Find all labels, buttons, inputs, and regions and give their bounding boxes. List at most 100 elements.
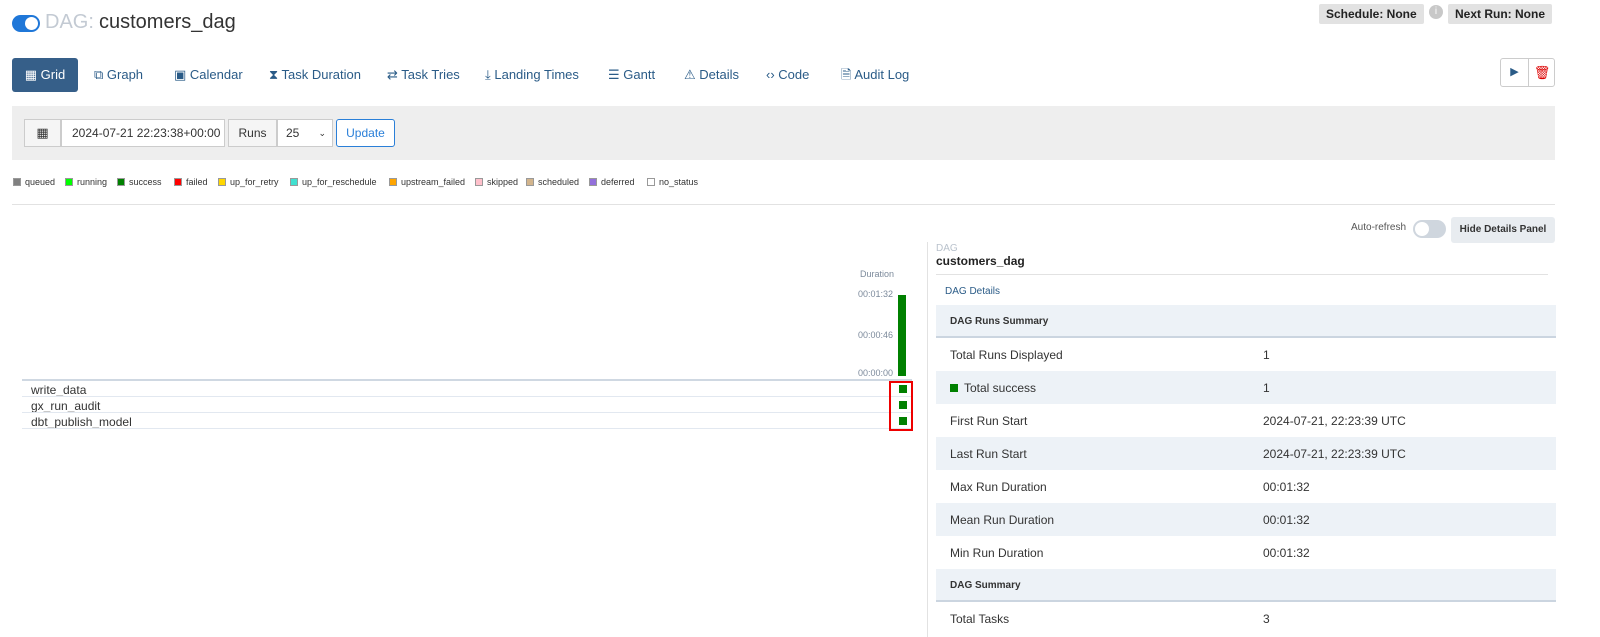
detail-row: Total success 1 [936,371,1556,404]
row-label: Max Run Duration [950,480,1047,494]
task-name[interactable]: dbt_publish_model [31,415,132,429]
tab-label: Task Tries [401,67,460,82]
legend-swatch [589,178,597,186]
auto-refresh-label: Auto-refresh [1351,222,1407,233]
row-value: 2024-07-21, 22:23:39 UTC [1263,447,1406,461]
legend-item: scheduled [526,177,579,187]
tab-icon: ⚠ [684,67,700,82]
grid-line [22,379,912,381]
tab[interactable]: ⚠ Details [684,58,739,92]
row-label: Mean Run Duration [950,513,1055,527]
details-tab[interactable]: DAG Details [945,286,1001,297]
task-name[interactable]: gx_run_audit [31,399,101,413]
highlight-box [889,381,913,431]
legend-item: deferred [589,177,635,187]
tab[interactable]: ▣ Calendar [174,58,243,92]
tab[interactable]: ⧉ Graph [94,58,143,92]
tab-label: Graph [106,67,144,82]
detail-row: Total Tasks 3 [936,602,1556,635]
row-value: 00:01:32 [1263,480,1310,494]
dag-label: DAG: [45,11,94,33]
legend-swatch [647,178,655,186]
detail-row: Total Runs Displayed 1 [936,338,1556,371]
tab-label: Calendar [189,67,243,82]
tab-icon: ⧉ [94,67,107,82]
legend-swatch [174,178,182,186]
tab-label: Task Duration [281,67,361,82]
trigger-button[interactable]: ▶ [1501,59,1529,86]
filter-panel: ▦ 2024-07-21 22:23:38+00:00 Runs 25 ⌄ Upd… [12,106,1555,160]
row-label: First Run Start [950,414,1028,428]
legend-swatch [65,178,73,186]
legend-item: up_for_reschedule [290,177,377,187]
panel-divider [927,242,928,637]
tab-icon: ▦ [24,67,41,82]
tab[interactable]: ⇄ Task Tries [387,58,460,92]
tab-icon: ☰ [608,67,624,82]
legend-label: skipped [487,177,519,187]
legend-swatch [13,178,21,186]
tab-icon: ⧗ [269,67,282,82]
tab-label: Landing Times [494,67,579,82]
runs-label: Runs [228,119,277,147]
legend-swatch [389,178,397,186]
hide-details-button[interactable]: Hide Details Panel [1451,217,1555,243]
tab-label: Details [699,67,740,82]
auto-refresh-toggle[interactable] [1413,220,1446,238]
action-buttons: ▶ 🗑 [1500,58,1555,87]
tab-label: Gantt [623,67,656,82]
runs-value: 25 [286,126,300,140]
success-swatch [950,384,958,392]
date-input[interactable]: 2024-07-21 22:23:38+00:00 [61,119,225,147]
detail-row: Min Run Duration 00:01:32 [936,536,1556,569]
tab[interactable]: ‹› Code [766,58,809,92]
duration-bar[interactable] [898,295,906,376]
row-label: Total Tasks [950,612,1010,626]
task-status[interactable] [899,417,907,425]
calendar-button[interactable]: ▦ [24,119,61,147]
row-line [22,396,912,397]
row-line [22,412,912,413]
row-value: 2024-07-21, 22:23:39 UTC [1263,414,1406,428]
duration-tick: 00:00:46 [858,330,894,340]
legend-label: upstream_failed [401,177,466,187]
row-value: 3 [1263,612,1270,626]
legend-swatch [526,178,534,186]
task-status[interactable] [899,401,907,409]
dag-id: customers_dag [99,11,236,33]
next-run: Next Run: None [1448,4,1552,24]
update-button[interactable]: Update [336,119,395,147]
legend-item: success [117,177,162,187]
tab[interactable]: ⧗ Task Duration [269,58,361,92]
row-value: 1 [1263,381,1270,395]
details-kicker: DAG [936,243,958,254]
legend-label: failed [186,177,208,187]
row-value: 1 [1263,348,1270,362]
row-value: 00:01:32 [1263,513,1310,527]
legend-label: scheduled [538,177,580,187]
tab-label: Grid [40,67,66,82]
tab[interactable]: ☰ Gantt [608,58,655,92]
legend-item: running [65,177,107,187]
info-icon[interactable]: i [1429,5,1443,19]
delete-button[interactable]: 🗑 [1533,65,1551,80]
tab[interactable]: ▦ Grid [12,58,78,92]
tab[interactable]: 🗎 Audit Log [841,58,909,92]
legend-label: no_status [659,177,699,187]
section-header: DAG Runs Summary [936,305,1556,338]
tab-icon: ‹› [766,67,779,82]
section-title: DAG Summary [950,580,1021,591]
tab[interactable]: ⤓ Landing Times [485,58,579,92]
row-label: Total Runs Displayed [950,348,1063,362]
legend-swatch [475,178,483,186]
task-name[interactable]: write_data [31,383,87,397]
section-header: DAG Summary [936,569,1556,602]
row-label: Min Run Duration [950,546,1044,560]
runs-select[interactable]: 25 ⌄ [277,119,333,147]
task-status[interactable] [899,385,907,393]
legend-item: queued [13,177,55,187]
legend-item: failed [174,177,208,187]
detail-row: First Run Start 2024-07-21, 22:23:39 UTC [936,404,1556,437]
dag-toggle[interactable] [12,15,40,32]
